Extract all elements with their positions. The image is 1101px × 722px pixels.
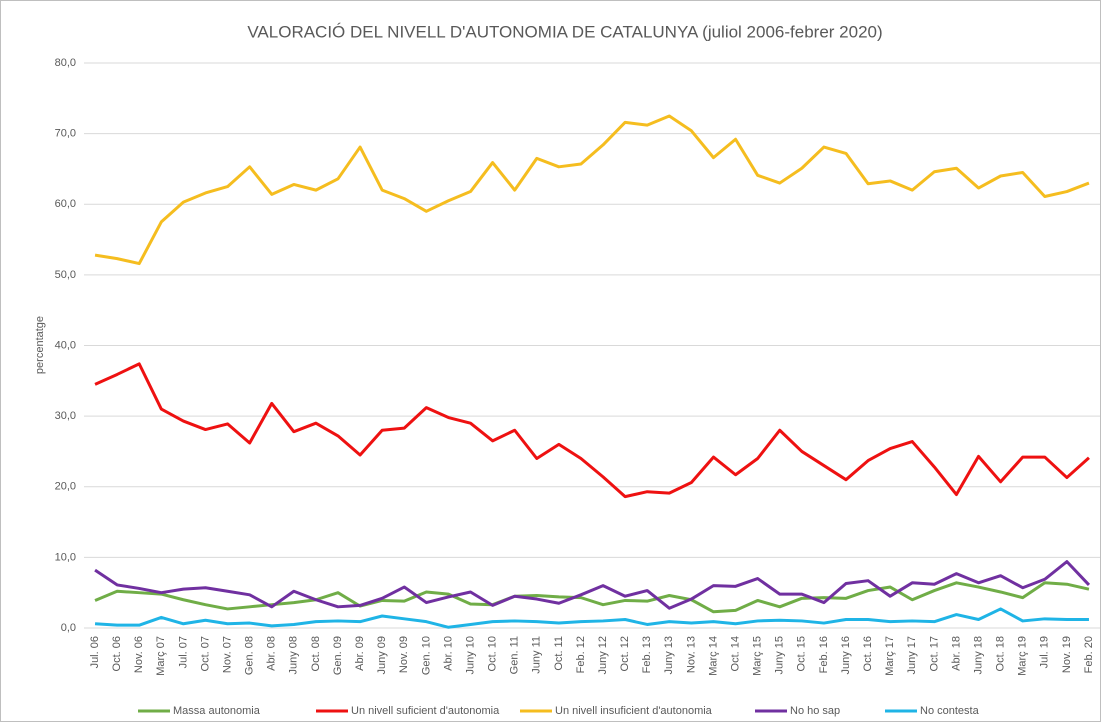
x-tick-label: Juny 17 (906, 636, 918, 675)
x-tick-label: Oct. 07 (199, 636, 211, 671)
x-tick-label: Juny 10 (464, 636, 476, 675)
y-tick-label: 40,0 (55, 339, 76, 351)
x-tick-label: Oct. 16 (862, 636, 874, 671)
y-axis-label: percentatge (34, 316, 46, 374)
x-tick-label: Juny 18 (972, 636, 984, 675)
x-tick-label: Març 17 (884, 636, 896, 676)
y-tick-label: 0,0 (61, 622, 76, 634)
x-tick-label: Abr. 09 (354, 636, 366, 671)
x-tick-label: Abr. 10 (442, 636, 454, 671)
legend-label: No ho sap (790, 705, 840, 717)
x-tick-label: Nov. 09 (398, 636, 410, 673)
x-tick-label: Nov. 07 (221, 636, 233, 673)
x-tick-label: Oct. 12 (619, 636, 631, 671)
x-tick-label: Feb. 20 (1083, 636, 1095, 673)
x-tick-label: Març 15 (752, 636, 764, 676)
legend-label: Un nivell insuficient d'autonomia (555, 705, 713, 717)
x-tick-label: Feb. 13 (641, 636, 653, 673)
x-tick-label: Oct. 08 (310, 636, 322, 671)
x-tick-label: Oct. 17 (928, 636, 940, 671)
x-tick-label: Nov. 19 (1061, 636, 1073, 673)
legend-label: Massa autonomia (173, 705, 261, 717)
x-tick-label: Jul. 07 (177, 636, 189, 668)
x-tick-label: Juny 16 (840, 636, 852, 675)
x-tick-label: Feb. 16 (818, 636, 830, 673)
x-tick-label: Març 14 (707, 636, 719, 676)
y-tick-label: 10,0 (55, 551, 76, 563)
x-tick-label: Oct. 06 (111, 636, 123, 671)
x-tick-label: Gen. 10 (420, 636, 432, 675)
x-tick-label: Gen. 09 (332, 636, 344, 675)
y-tick-label: 60,0 (55, 198, 76, 210)
legend-label: Un nivell suficient d'autonomia (351, 705, 500, 717)
x-tick-label: Oct. 15 (796, 636, 808, 671)
x-tick-label: Jul. 19 (1039, 636, 1051, 668)
chart-title: VALORACIÓ DEL NIVELL D'AUTONOMIA DE CATA… (247, 22, 882, 41)
x-tick-label: Març 19 (1017, 636, 1029, 676)
series-line (94, 607, 1089, 629)
x-tick-label: Juny 13 (663, 636, 675, 675)
x-tick-label: Abr. 18 (950, 636, 962, 671)
x-tick-label: Nov. 06 (133, 636, 145, 673)
x-tick-label: Jul. 06 (89, 636, 101, 668)
y-tick-label: 70,0 (55, 128, 76, 140)
x-tick-label: Oct. 10 (487, 636, 499, 671)
y-tick-label: 20,0 (55, 481, 76, 493)
legend-label: No contesta (920, 705, 980, 717)
x-tick-label: Oct. 14 (729, 636, 741, 671)
x-tick-label: Juny 15 (774, 636, 786, 675)
x-tick-label: Juny 11 (531, 636, 543, 674)
x-tick-label: Juny 08 (288, 636, 300, 675)
x-tick-label: Març 07 (155, 636, 167, 676)
x-tick-label: Oct. 18 (995, 636, 1007, 671)
x-tick-label: Juny 09 (376, 636, 388, 675)
y-tick-label: 80,0 (55, 57, 76, 69)
series-line (94, 560, 1091, 610)
x-tick-label: Abr. 08 (266, 636, 278, 671)
x-tick-label: Juny 12 (597, 636, 609, 675)
x-tick-label: Gen. 11 (509, 636, 521, 674)
x-tick-label: Oct. 11 (553, 636, 565, 671)
series-line (94, 362, 1090, 499)
series-line (94, 114, 1090, 266)
series-line (94, 581, 1090, 614)
x-tick-label: Gen. 08 (244, 636, 256, 675)
x-tick-label: Feb. 12 (575, 636, 587, 673)
y-tick-label: 50,0 (55, 269, 76, 281)
x-tick-label: Nov. 13 (685, 636, 697, 673)
y-tick-label: 30,0 (55, 410, 76, 422)
